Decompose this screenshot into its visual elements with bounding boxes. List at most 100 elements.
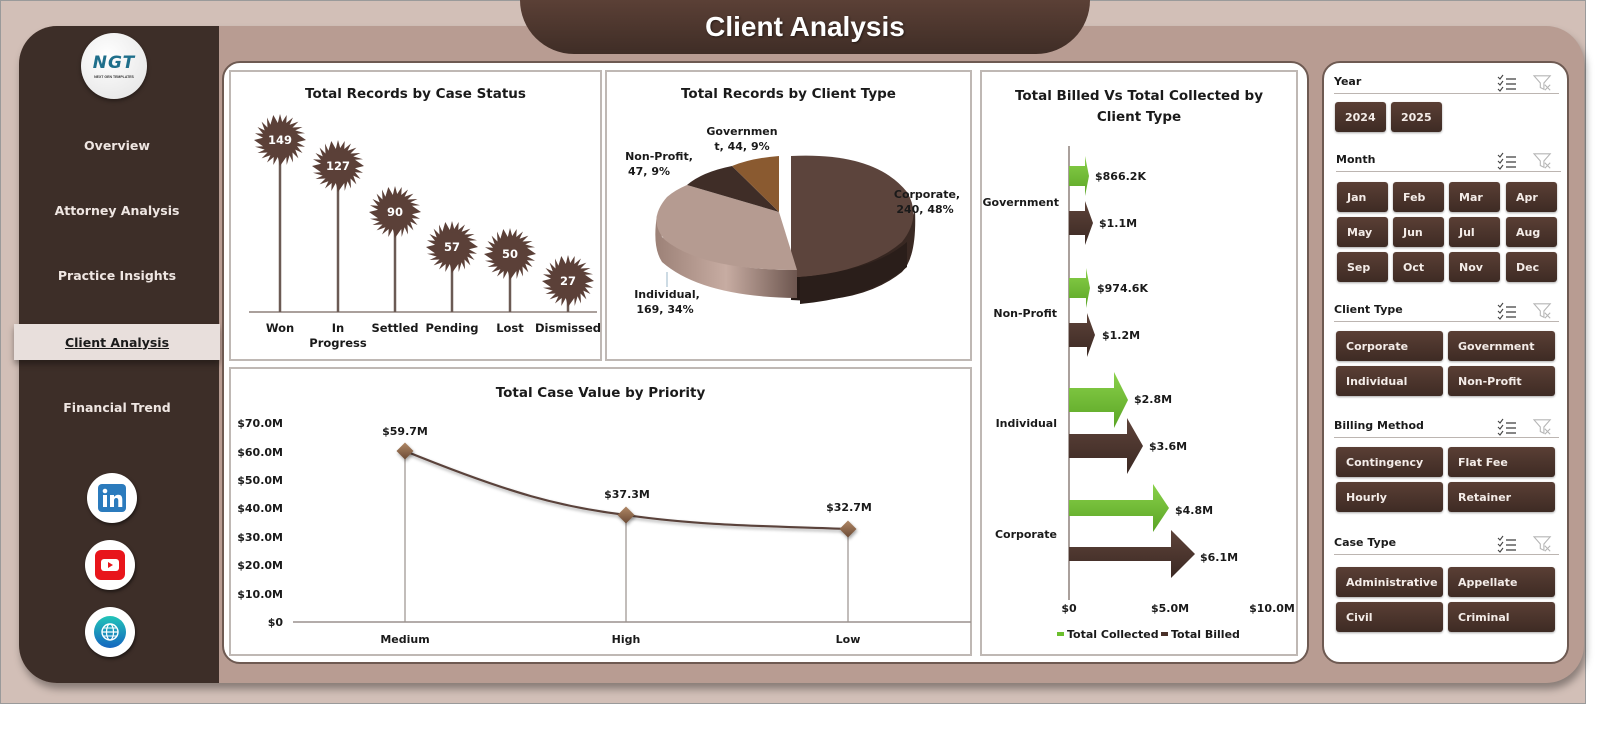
- chip-label: Jan: [1347, 190, 1367, 204]
- globe-icon: [94, 616, 126, 648]
- category-label: Low: [836, 633, 861, 646]
- filter-month-nov[interactable]: Nov: [1449, 252, 1500, 282]
- category-label: High: [612, 633, 641, 646]
- linkedin-icon: [98, 484, 126, 512]
- sidebar-item-client-analysis[interactable]: Client Analysis: [14, 324, 220, 360]
- multi-select-icon[interactable]: [1496, 535, 1518, 553]
- filter-year-2024[interactable]: 2024: [1335, 102, 1386, 132]
- youtube-button[interactable]: [85, 540, 135, 590]
- bar-label: $6.1M: [1200, 551, 1238, 564]
- sidebar-item-practice-insights[interactable]: Practice Insights: [14, 257, 220, 293]
- sidebar-item-label: Attorney Analysis: [54, 202, 180, 218]
- filter-month-aug[interactable]: Aug: [1506, 217, 1557, 247]
- y-tick: $50.0M: [237, 474, 283, 487]
- y-tick: $40.0M: [237, 502, 283, 515]
- chip-label: Apr: [1516, 190, 1538, 204]
- clear-filter-icon[interactable]: [1532, 418, 1554, 436]
- filter-client-corporate[interactable]: Corporate: [1336, 331, 1443, 361]
- clear-filter-icon[interactable]: [1532, 302, 1554, 320]
- chip-label: Individual: [1346, 374, 1408, 388]
- bar-label: $1.2M: [1102, 329, 1140, 342]
- filter-month-header: Month: [1336, 150, 1561, 172]
- clear-filter-icon[interactable]: [1532, 535, 1554, 553]
- category-label: Corporate: [995, 528, 1057, 541]
- category-label: Pending: [425, 321, 478, 335]
- filter-month-jan[interactable]: Jan: [1337, 182, 1388, 212]
- chip-label: Nov: [1459, 260, 1483, 274]
- bar-label: $866.2K: [1095, 170, 1146, 183]
- filter-billing-method-header: Billing Method: [1334, 416, 1559, 438]
- filter-month-dec[interactable]: Dec: [1506, 252, 1557, 282]
- chip-label: Mar: [1459, 190, 1483, 204]
- multi-select-icon[interactable]: [1496, 302, 1518, 320]
- category-label: Individual: [996, 417, 1057, 430]
- filter-month-jul[interactable]: Jul: [1449, 217, 1500, 247]
- chip-label: May: [1347, 225, 1373, 239]
- filter-month-oct[interactable]: Oct: [1393, 252, 1444, 282]
- chip-label: Administrative: [1346, 575, 1438, 589]
- y-tick: $10.0M: [237, 588, 283, 601]
- filter-case-civil[interactable]: Civil: [1336, 602, 1443, 632]
- filter-month-jun[interactable]: Jun: [1393, 217, 1444, 247]
- filter-billing-flat-fee[interactable]: Flat Fee: [1448, 447, 1555, 477]
- filter-year-2025[interactable]: 2025: [1391, 102, 1442, 132]
- multi-select-icon[interactable]: [1496, 152, 1518, 170]
- page-title-banner: Client Analysis: [520, 0, 1090, 54]
- filter-client-individual[interactable]: Individual: [1336, 366, 1443, 396]
- clear-filter-icon[interactable]: [1532, 74, 1554, 92]
- filter-client-government[interactable]: Government: [1448, 331, 1555, 361]
- y-tick: $20.0M: [237, 559, 283, 572]
- chart-case-value-priority: Total Case Value by Priority $0 $10.0M $…: [229, 367, 972, 656]
- y-tick: $60.0M: [237, 446, 283, 459]
- bar-label: $974.6K: [1097, 282, 1148, 295]
- sidebar-item-label: Overview: [84, 137, 150, 153]
- line-chart: $0 $10.0M $20.0M $30.0M $40.0M $50.0M $6…: [237, 417, 971, 646]
- chart-title: Total Billed Vs Total Collected by Clien…: [1014, 88, 1264, 125]
- bar-label: $2.8M: [1134, 393, 1172, 406]
- filter-month-may[interactable]: May: [1337, 217, 1388, 247]
- sidebar-item-attorney-analysis[interactable]: Attorney Analysis: [14, 192, 220, 228]
- chip-label: Civil: [1346, 610, 1373, 624]
- category-label: In: [332, 321, 344, 335]
- sidebar-item-overview[interactable]: Overview: [14, 127, 220, 163]
- slice-label-individual: 169, 34%: [636, 303, 693, 316]
- linkedin-button[interactable]: [87, 473, 137, 523]
- youtube-icon: [95, 550, 125, 580]
- sidebar-item-financial-trend[interactable]: Financial Trend: [14, 389, 220, 425]
- point-label: $37.3M: [604, 488, 650, 501]
- chip-label: Corporate: [1346, 339, 1409, 353]
- slice-label-individual: Individual,: [634, 288, 700, 301]
- filter-month-feb[interactable]: Feb: [1393, 182, 1444, 212]
- chip-label: 2024: [1345, 110, 1376, 124]
- chip-label: Hourly: [1346, 490, 1387, 504]
- filter-month-mar[interactable]: Mar: [1449, 182, 1500, 212]
- chart-case-status: Total Records by Case Status 149 127 90: [229, 70, 602, 361]
- website-button[interactable]: [85, 607, 135, 657]
- filter-case-administrative[interactable]: Administrative: [1336, 567, 1443, 597]
- category-label: Non-Profit: [993, 307, 1057, 320]
- logo: NGT NEXT GEN TEMPLATES: [81, 33, 147, 99]
- filter-month-apr[interactable]: Apr: [1506, 182, 1557, 212]
- slice-label-nonprofit: 47, 9%: [628, 165, 670, 178]
- filter-billing-retainer[interactable]: Retainer: [1448, 482, 1555, 512]
- x-tick: $10.0M: [1249, 602, 1295, 615]
- filter-billing-hourly[interactable]: Hourly: [1336, 482, 1443, 512]
- filter-case-appellate[interactable]: Appellate: [1448, 567, 1555, 597]
- multi-select-icon[interactable]: [1496, 74, 1518, 92]
- multi-select-icon[interactable]: [1496, 418, 1518, 436]
- filter-billing-contingency[interactable]: Contingency: [1336, 447, 1443, 477]
- clear-filter-icon[interactable]: [1532, 152, 1554, 170]
- filter-label: Year: [1334, 75, 1362, 88]
- slice-label-government: Governmen: [706, 125, 777, 138]
- slice-label-corporate: 240, 48%: [896, 203, 953, 216]
- sidebar-item-label: Practice Insights: [57, 267, 177, 283]
- category-label: Won: [266, 321, 294, 335]
- filter-month-sep[interactable]: Sep: [1337, 252, 1388, 282]
- filter-case-criminal[interactable]: Criminal: [1448, 602, 1555, 632]
- filter-label: Case Type: [1334, 536, 1397, 549]
- y-tick: $70.0M: [237, 417, 283, 430]
- category-label: Government: [983, 196, 1059, 209]
- pie-chart: Governmen t, 44, 9% Non-Profit, 47, 9% C…: [625, 125, 960, 316]
- sidebar-item-label: Financial Trend: [63, 399, 171, 415]
- filter-client-nonprofit[interactable]: Non-Profit: [1448, 366, 1555, 396]
